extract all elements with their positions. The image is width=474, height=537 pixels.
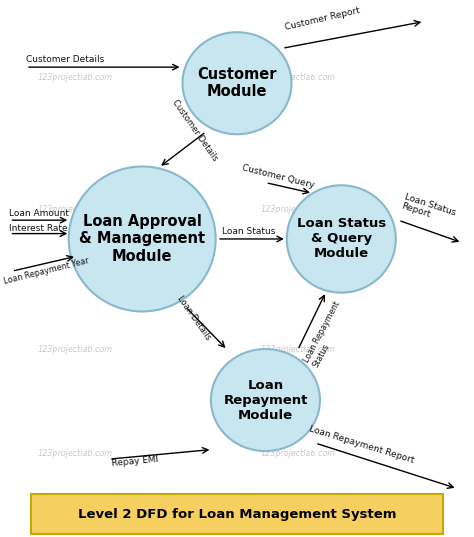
Text: 123projectlab.com: 123projectlab.com bbox=[38, 74, 113, 82]
Ellipse shape bbox=[69, 166, 216, 311]
Text: Loan Repayment Report: Loan Repayment Report bbox=[308, 424, 415, 465]
Text: Repay EMI: Repay EMI bbox=[111, 455, 159, 468]
FancyBboxPatch shape bbox=[31, 494, 443, 534]
Text: Loan Details: Loan Details bbox=[175, 294, 212, 342]
Text: Loan Status
& Query
Module: Loan Status & Query Module bbox=[297, 217, 386, 260]
Text: 123projectlab.com: 123projectlab.com bbox=[261, 74, 336, 82]
Text: Customer Details: Customer Details bbox=[171, 98, 220, 162]
Text: Customer
Module: Customer Module bbox=[197, 67, 277, 99]
Text: Loan Status
Report: Loan Status Report bbox=[401, 192, 457, 227]
Text: 123projectlab.com: 123projectlab.com bbox=[261, 205, 336, 214]
Text: 123projectlab.com: 123projectlab.com bbox=[261, 345, 336, 353]
Text: 123projectlab.com: 123projectlab.com bbox=[261, 449, 336, 458]
Text: Customer Details: Customer Details bbox=[26, 55, 104, 63]
Ellipse shape bbox=[182, 32, 292, 134]
Text: Loan Status: Loan Status bbox=[222, 228, 275, 236]
Text: 123projectlab.com: 123projectlab.com bbox=[38, 205, 113, 214]
Text: Loan
Repayment
Module: Loan Repayment Module bbox=[223, 379, 308, 422]
Ellipse shape bbox=[211, 349, 320, 451]
Text: Loan Repayment Year: Loan Repayment Year bbox=[2, 256, 90, 286]
Ellipse shape bbox=[287, 185, 396, 293]
Text: Loan Approval
& Management
Module: Loan Approval & Management Module bbox=[79, 214, 205, 264]
Text: Loan Amount: Loan Amount bbox=[9, 209, 70, 218]
Text: Interest Rate: Interest Rate bbox=[9, 224, 68, 233]
Text: Level 2 DFD for Loan Management System: Level 2 DFD for Loan Management System bbox=[78, 507, 396, 521]
Text: Loan Repayment
Status: Loan Repayment Status bbox=[302, 300, 351, 368]
Text: 123projectlab.com: 123projectlab.com bbox=[38, 345, 113, 353]
Text: Customer Query: Customer Query bbox=[241, 163, 315, 190]
Text: 123projectlab.com: 123projectlab.com bbox=[38, 449, 113, 458]
Text: Customer Report: Customer Report bbox=[284, 6, 361, 32]
